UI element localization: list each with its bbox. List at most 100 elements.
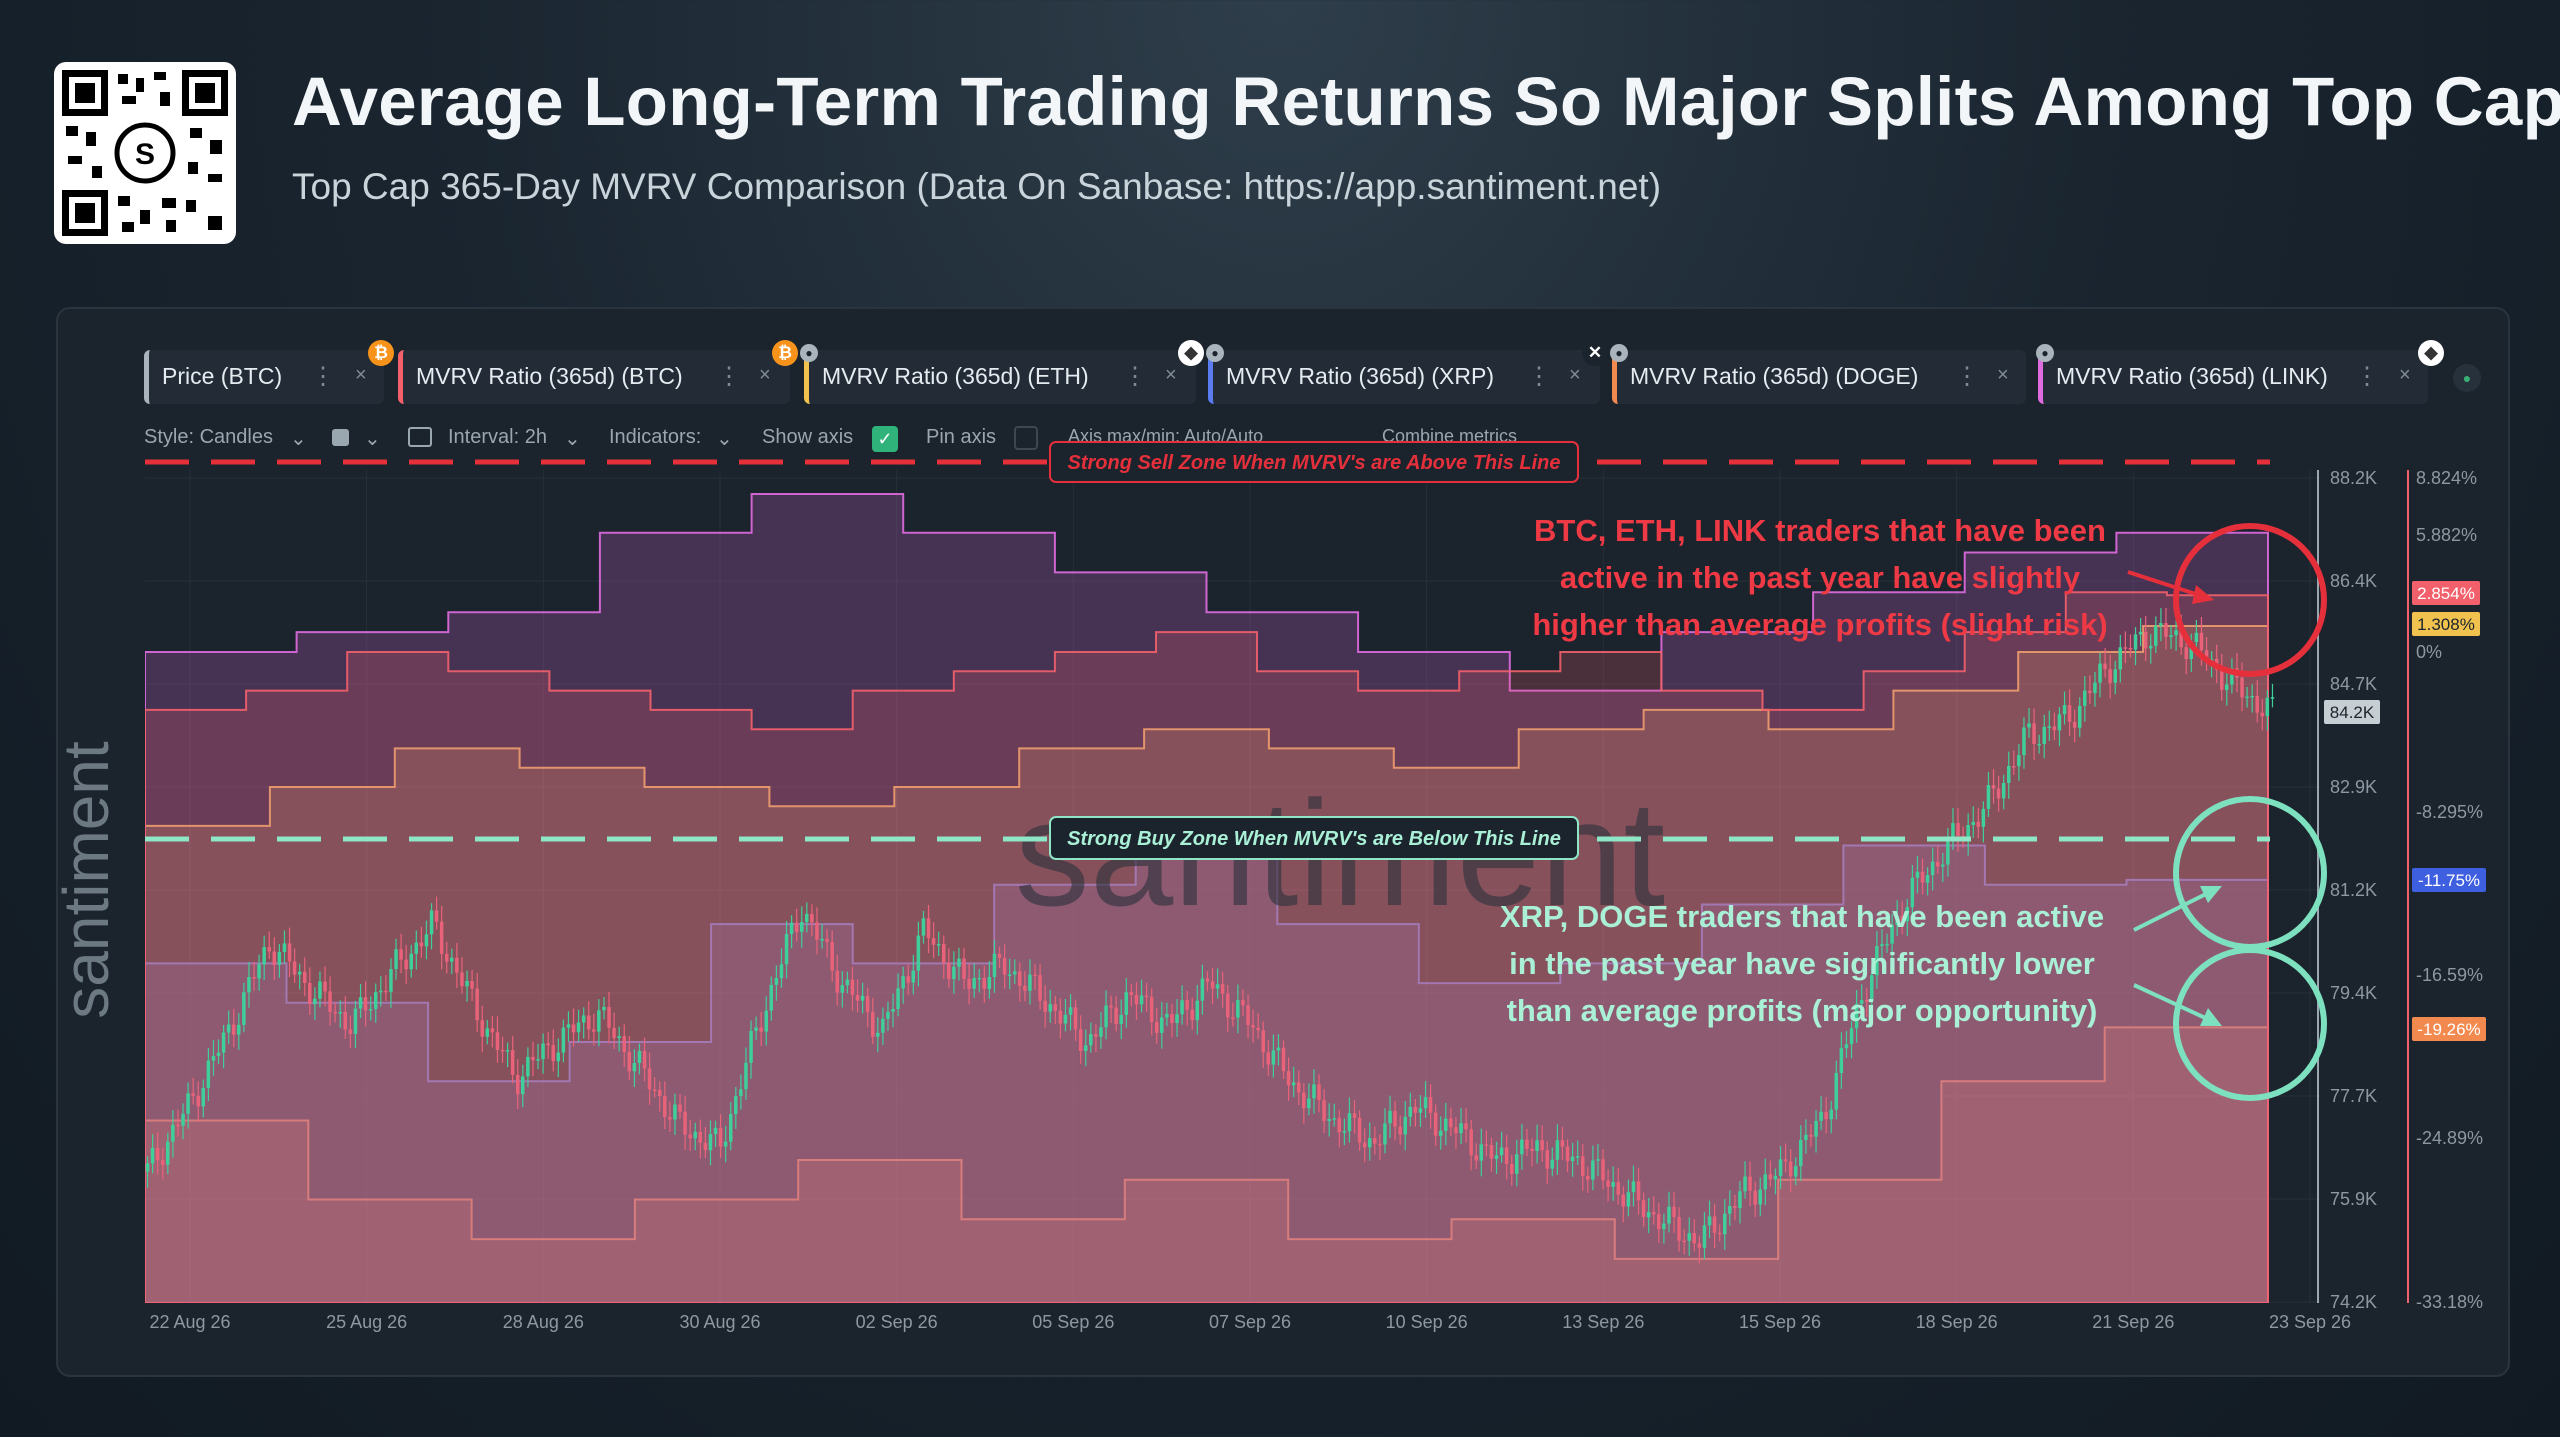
price-candle-body <box>1119 1015 1123 1024</box>
price-candle-body <box>353 1008 358 1034</box>
price-candle-body <box>1109 1005 1113 1008</box>
price-candle-body <box>891 1009 895 1012</box>
price-candle-body <box>1956 823 1960 837</box>
close-icon[interactable]: × <box>1569 364 1581 386</box>
price-candle-body <box>830 941 834 971</box>
price-tick-label: 74.2K <box>2330 1292 2377 1312</box>
green-note-line: than average profits (major opportunity) <box>1507 993 2098 1028</box>
chevron-down-icon[interactable]: ⌄ <box>364 428 381 450</box>
price-candle-body <box>1089 1034 1093 1046</box>
price-candle-body <box>1641 1200 1646 1218</box>
price-candle-body <box>1195 1000 1199 1021</box>
price-candle-body <box>749 1030 753 1063</box>
x-tick-label: 02 Sep 26 <box>856 1312 938 1332</box>
tab-label: MVRV Ratio (365d) (DOGE) <box>1630 363 1919 389</box>
price-candle-body <box>794 922 799 932</box>
pin-axis-checkbox[interactable] <box>1014 426 1038 450</box>
eth-mvrv-value-badge: 1.308% <box>2417 615 2475 634</box>
price-candle-body <box>2184 647 2188 659</box>
price-candle-body <box>1312 1084 1316 1099</box>
price-candle-body <box>2001 783 2006 799</box>
price-candle-body <box>1155 1022 1159 1033</box>
price-tick-label: 81.2K <box>2330 880 2377 900</box>
price-candle-body <box>2078 706 2082 728</box>
style-select[interactable]: Style: Candles <box>144 426 273 448</box>
price-candle-body <box>1986 785 1991 809</box>
close-icon[interactable]: × <box>2399 364 2411 386</box>
tab-menu-icon[interactable]: ⋮ <box>1123 363 1147 390</box>
price-candle-body <box>389 969 393 992</box>
price-candle-body <box>1991 785 1996 789</box>
price-candle-body <box>1033 974 1037 977</box>
tab-menu-icon[interactable]: ⋮ <box>1527 363 1551 390</box>
status-dot-icon: ● <box>2453 364 2481 392</box>
price-candle-body <box>2022 727 2026 756</box>
price-candle-body <box>566 1024 571 1028</box>
tab-mvrv-doge[interactable]: MVRV Ratio (365d) (DOGE) ⋮ × <box>1612 350 2026 404</box>
tab-mvrv-xrp[interactable]: MVRV Ratio (365d) (XRP) ⋮ × <box>1208 350 1600 404</box>
price-candle-body <box>1581 1156 1585 1176</box>
close-icon[interactable]: × <box>1165 364 1177 386</box>
tab-menu-icon[interactable]: ⋮ <box>1955 363 1979 390</box>
tab-mvrv-btc[interactable]: MVRV Ratio (365d) (BTC) ⋮ × <box>398 350 790 404</box>
price-candle-body <box>1854 1003 1859 1029</box>
price-candle-body <box>734 1096 738 1115</box>
price-candle-body <box>455 957 459 973</box>
chevron-down-icon[interactable]: ⌄ <box>290 428 307 450</box>
lock-icon: ● <box>1610 344 1628 362</box>
close-icon[interactable]: × <box>355 364 367 386</box>
chevron-down-icon[interactable]: ⌄ <box>716 428 733 450</box>
price-tick-label: 88.2K <box>2330 468 2377 488</box>
price-candle-body <box>2072 721 2077 728</box>
price-candle-body <box>1875 946 1879 976</box>
tab-menu-icon[interactable]: ⋮ <box>311 363 335 390</box>
price-candle-body <box>531 1056 535 1061</box>
price-candle-body <box>1809 1134 1813 1137</box>
price-tick-label: 79.4K <box>2330 983 2377 1003</box>
color-square-icon[interactable] <box>332 429 349 446</box>
price-candle-body <box>658 1090 662 1096</box>
price-candle-body <box>1165 1013 1169 1018</box>
price-candle-body <box>911 970 915 983</box>
tab-mvrv-eth[interactable]: MVRV Ratio (365d) (ETH) ⋮ × <box>804 350 1196 404</box>
price-candle-body <box>1048 1004 1052 1012</box>
indicators-select[interactable]: Indicators: <box>609 426 702 448</box>
price-candle-body <box>1063 1014 1068 1024</box>
show-axis-checkbox[interactable]: ✓ <box>872 426 898 452</box>
price-candle-body <box>1910 877 1915 908</box>
tab-menu-icon[interactable]: ⋮ <box>2355 363 2379 390</box>
close-icon[interactable]: × <box>759 364 771 386</box>
tab-menu-icon[interactable]: ⋮ <box>717 363 741 390</box>
price-candle-body <box>901 976 905 989</box>
price-candle-body <box>176 1124 180 1127</box>
x-tick-label: 18 Sep 26 <box>1916 1312 1998 1332</box>
price-candle-body <box>1342 1131 1347 1133</box>
price-candle-body <box>1667 1206 1671 1224</box>
tab-price-btc[interactable]: Price (BTC) ⋮ × <box>144 350 384 404</box>
price-candle-body <box>1307 1098 1311 1109</box>
price-candle-body <box>221 1032 226 1053</box>
price-candle-body <box>947 963 951 979</box>
tab-label: MVRV Ratio (365d) (ETH) <box>822 363 1089 389</box>
price-candle-body <box>652 1089 657 1091</box>
close-icon[interactable]: × <box>1997 364 2009 386</box>
price-candle-body <box>166 1141 170 1165</box>
price-candle-body <box>1220 984 1225 994</box>
tab-mvrv-link[interactable]: MVRV Ratio (365d) (LINK) ⋮ × <box>2038 350 2428 404</box>
red-note-line: higher than average profits (slight risk… <box>1532 607 2107 642</box>
price-candle-body <box>1474 1155 1478 1161</box>
price-candle-body <box>1297 1082 1301 1093</box>
price-candle-body <box>2220 669 2224 690</box>
price-candle-body <box>1555 1140 1560 1160</box>
interval-select[interactable]: Interval: 2h <box>448 426 547 448</box>
price-candle-body <box>1723 1213 1727 1235</box>
price-candle-body <box>632 1063 637 1072</box>
price-candle-body <box>1423 1097 1428 1109</box>
price-candle-body <box>784 934 789 965</box>
price-candle-body <box>394 949 398 970</box>
mvrv-tick-label: -33.18% <box>2416 1292 2483 1312</box>
zone-lines: Strong Sell Zone When MVRV's are Above T… <box>145 441 2270 860</box>
chevron-down-icon[interactable]: ⌄ <box>564 428 581 450</box>
price-candle-body <box>739 1089 743 1097</box>
price-candle-body <box>318 981 322 999</box>
